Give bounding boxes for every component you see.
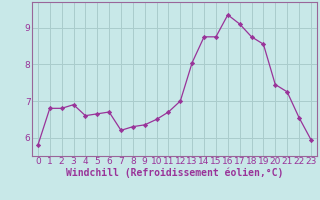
X-axis label: Windchill (Refroidissement éolien,°C): Windchill (Refroidissement éolien,°C) [66, 168, 283, 178]
